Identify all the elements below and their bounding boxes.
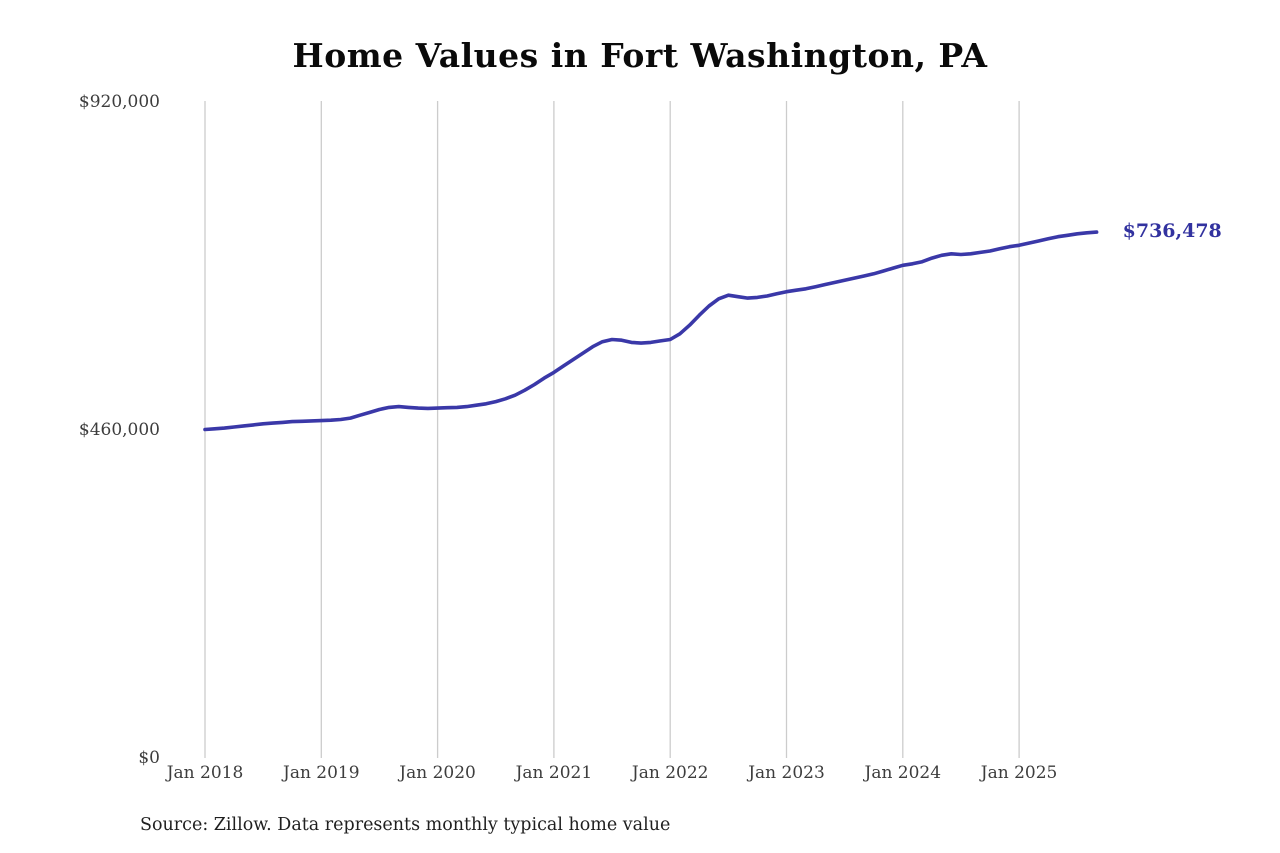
y-tick-920000: $920,000 — [78, 92, 160, 112]
x-tick-label: Jan 2025 — [980, 763, 1058, 783]
source-note: Source: Zillow. Data represents monthly … — [140, 815, 671, 835]
x-tick-label: Jan 2024 — [864, 763, 942, 783]
x-tick-label: Jan 2018 — [166, 763, 244, 783]
home-value-line — [203, 230, 1099, 432]
x-tick-label: Jan 2019 — [283, 763, 360, 783]
y-tick-0: $0 — [138, 748, 160, 768]
x-tick-label: Jan 2020 — [399, 763, 476, 783]
x-tick-label: Jan 2021 — [515, 763, 593, 783]
x-tick-label: Jan 2023 — [748, 763, 825, 783]
chart-title: Home Values in Fort Washington, PA — [292, 36, 988, 75]
end-value-label: $736,478 — [1122, 220, 1222, 243]
y-tick-460000: $460,000 — [78, 420, 160, 440]
x-tick-label: Jan 2022 — [631, 763, 709, 783]
